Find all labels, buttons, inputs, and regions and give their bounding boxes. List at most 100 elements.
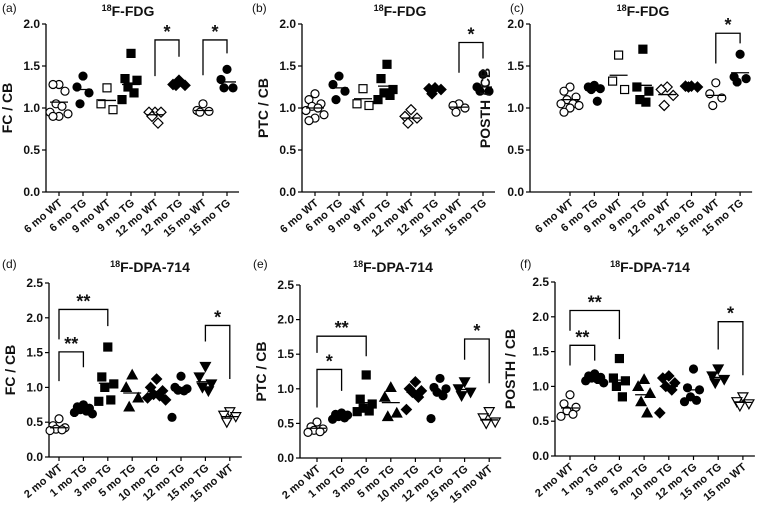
- data-point: [641, 97, 651, 107]
- data-point: [656, 372, 669, 384]
- data-point: [132, 75, 142, 85]
- y-tick-label: 0.0: [23, 185, 40, 199]
- y-tick-label: 1.0: [532, 379, 549, 393]
- data-point: [381, 410, 394, 422]
- data-point: [451, 107, 461, 117]
- significance-label: *: [727, 304, 734, 324]
- panel-title: 18F-FDG: [374, 3, 427, 19]
- data-point: [78, 71, 88, 81]
- data-point: [559, 86, 569, 96]
- data-point: [352, 99, 362, 109]
- significance-bracket: [204, 324, 231, 380]
- y-tick-label: 2.0: [277, 313, 294, 327]
- panel-e: (e) 18F-DPA-714 0.0 0.5 1.0 1.5 2.0 2.5 PTC / CB…: [253, 257, 502, 506]
- y-tick-label: 0.5: [277, 416, 294, 430]
- data-point: [123, 82, 133, 92]
- data-point: [382, 59, 392, 69]
- data-point: [458, 377, 471, 389]
- data-point: [586, 84, 596, 95]
- data-point: [438, 391, 448, 401]
- data-point: [691, 395, 702, 405]
- data-point: [199, 361, 212, 373]
- data-point: [667, 89, 680, 102]
- title-main: F-FDG: [627, 3, 670, 19]
- data-point: [57, 425, 67, 435]
- data-point: [106, 395, 116, 405]
- y-axis-label: FC / CB: [0, 83, 15, 134]
- data-point: [644, 86, 654, 96]
- data-point: [665, 384, 678, 396]
- data-point: [117, 94, 127, 105]
- data-point: [477, 413, 490, 425]
- significance-label: *: [211, 22, 218, 42]
- panel-title: 18F-DPA-714: [353, 259, 433, 275]
- data-point: [97, 372, 107, 382]
- y-axis-label: PTC / CB: [253, 342, 269, 402]
- data-point: [632, 82, 642, 92]
- data-point: [706, 371, 719, 383]
- data-point: [617, 392, 628, 402]
- data-point: [635, 395, 648, 407]
- data-point: [304, 115, 314, 126]
- data-point: [202, 386, 215, 398]
- data-point: [455, 391, 468, 402]
- data-point: [384, 381, 397, 393]
- data-point: [658, 99, 671, 112]
- data-point: [611, 381, 622, 391]
- data-point: [303, 427, 313, 437]
- data-point: [340, 413, 350, 423]
- data-point: [638, 373, 651, 385]
- data-point: [620, 376, 631, 386]
- data-point: [352, 407, 362, 417]
- data-point: [126, 48, 136, 59]
- significance-bracket: [154, 39, 180, 77]
- significance-bracket: [316, 335, 367, 357]
- data-point: [120, 381, 133, 392]
- data-point: [167, 412, 177, 422]
- panel-label: (d): [2, 257, 17, 271]
- panel-label: (a): [2, 1, 17, 15]
- data-point: [204, 106, 214, 116]
- data-point: [87, 409, 98, 419]
- panel-label: (b): [252, 1, 267, 15]
- y-axis-label: PTC / CB: [255, 78, 271, 138]
- data-point: [102, 83, 112, 93]
- significance-bracket: [316, 368, 343, 408]
- y-tick-label: 0.0: [277, 451, 294, 465]
- data-point: [712, 364, 725, 376]
- data-point: [559, 107, 569, 117]
- y-tick-label: 1.0: [279, 101, 296, 115]
- data-point: [390, 406, 403, 418]
- data-point: [708, 100, 718, 111]
- data-point: [402, 117, 414, 129]
- data-point: [109, 379, 119, 389]
- panel-f: (f) 18F-DPA-714 0.0 0.5 1.0 1.5 2.0 2.5 POSTH / …: [502, 257, 755, 504]
- y-tick-label: 0.5: [23, 143, 40, 157]
- data-point: [592, 96, 602, 106]
- data-point: [358, 84, 368, 94]
- data-point: [732, 77, 742, 87]
- data-point: [565, 390, 575, 400]
- data-point: [607, 76, 618, 86]
- data-point: [63, 109, 73, 119]
- data-point: [364, 100, 374, 111]
- data-point: [480, 418, 493, 430]
- significance-bracket: [458, 41, 484, 73]
- data-point: [60, 86, 70, 96]
- y-tick-label: 1.0: [277, 382, 294, 396]
- panel-title: 18F-DPA-714: [110, 259, 190, 275]
- data-point: [412, 391, 425, 403]
- data-point: [328, 414, 338, 424]
- panel-label: (c): [510, 1, 524, 15]
- title-superscript: 18: [353, 259, 363, 269]
- data-point: [373, 94, 383, 105]
- data-point: [613, 50, 624, 60]
- significance-label: *: [724, 15, 731, 35]
- title-main: F-DPA-714: [620, 259, 690, 275]
- y-tick-label: 0.0: [279, 185, 296, 199]
- data-point: [679, 397, 690, 407]
